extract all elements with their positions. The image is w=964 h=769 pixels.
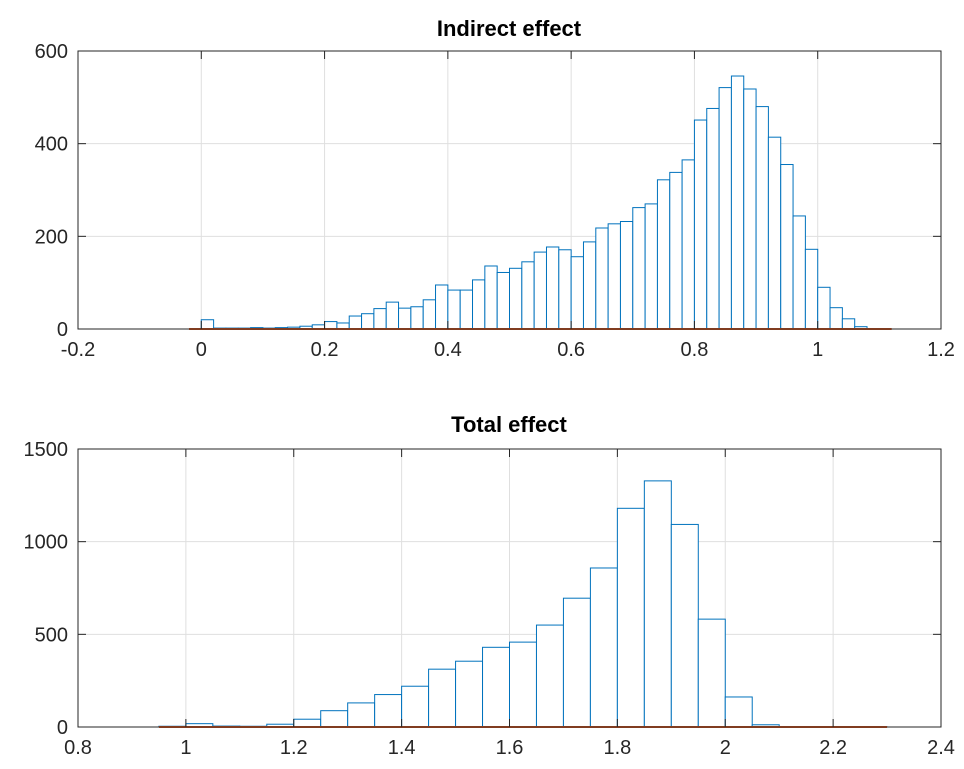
histogram-bar bbox=[428, 668, 457, 728]
y-tick-label: 200 bbox=[35, 226, 68, 248]
x-tick-label: -0.2 bbox=[61, 339, 95, 361]
histogram-bar bbox=[347, 702, 376, 728]
x-tick-label: 0.2 bbox=[311, 339, 339, 361]
histogram-bar bbox=[401, 685, 430, 728]
histogram-bar bbox=[361, 313, 375, 330]
histogram-bar bbox=[385, 301, 400, 330]
x-tick-label: 1.8 bbox=[603, 737, 631, 759]
histogram-bar bbox=[562, 597, 591, 728]
histogram-bars bbox=[200, 75, 880, 330]
histogram-bar bbox=[422, 299, 437, 330]
histogram-bar bbox=[616, 507, 645, 728]
histogram-bar bbox=[730, 75, 745, 330]
histogram-bar bbox=[755, 106, 769, 330]
histogram-bar bbox=[644, 203, 658, 330]
histogram-bar bbox=[693, 119, 708, 330]
histogram-bar bbox=[293, 718, 322, 728]
x-tick-label: 2 bbox=[720, 737, 731, 759]
histogram-bar bbox=[792, 215, 806, 330]
histogram-bar bbox=[435, 284, 449, 330]
x-tick-label: 1.2 bbox=[927, 339, 955, 361]
histogram-bar bbox=[841, 318, 856, 330]
histogram-bar bbox=[589, 567, 618, 728]
histogram-bar bbox=[681, 159, 695, 330]
x-tick-label: 2.2 bbox=[819, 737, 847, 759]
indirect-effect-chart: Indirect effect -0.2 0 0.2 0.4 0.6 0.8 1 1.2020… bbox=[35, 16, 955, 361]
chart-title: Total effect bbox=[451, 412, 567, 437]
histogram-bar bbox=[509, 641, 537, 728]
ticks: 0.8 1 1.2 1.4 1.6 1.8 2 2.2 2.4 0 500 1000 1500 bbox=[24, 439, 955, 759]
histogram-bar bbox=[374, 694, 403, 728]
histogram-bar bbox=[324, 321, 338, 330]
y-tick-label: 600 bbox=[35, 41, 68, 63]
x-tick-label: 1.4 bbox=[388, 737, 416, 759]
histogram-bar bbox=[496, 271, 510, 330]
histogram-bar bbox=[643, 480, 672, 728]
histogram-bar bbox=[669, 171, 683, 330]
x-tick-label: 0 bbox=[196, 339, 207, 361]
histogram-bar bbox=[706, 107, 720, 330]
histogram-bar bbox=[459, 289, 474, 330]
histogram-bar bbox=[521, 261, 535, 330]
histogram-bar bbox=[570, 256, 584, 330]
y-tick-label: 500 bbox=[35, 624, 68, 646]
histogram-bar bbox=[582, 241, 597, 330]
histogram-bar bbox=[632, 207, 646, 330]
x-tick-label: 2.4 bbox=[927, 737, 955, 759]
histogram-bar bbox=[619, 221, 634, 330]
histogram-bar bbox=[320, 710, 349, 728]
x-tick-label: 1.6 bbox=[496, 737, 524, 759]
y-tick-label: 1000 bbox=[24, 532, 69, 554]
axes-box-frame bbox=[77, 50, 942, 330]
histogram-bar bbox=[545, 246, 560, 330]
histogram-bar bbox=[595, 227, 609, 330]
histogram-bar bbox=[455, 660, 484, 728]
y-tick-label: 0 bbox=[57, 717, 68, 739]
histogram-bar bbox=[817, 286, 831, 330]
total-effect-chart: Total effect 0.8 1 1.2 1.4 1.6 1.8 2 2.2 2.4 0 500… bbox=[24, 412, 955, 759]
histogram-bar bbox=[743, 88, 757, 330]
x-tick-label: 0.8 bbox=[64, 737, 92, 759]
y-tick-label: 1500 bbox=[24, 439, 69, 461]
histogram-bar bbox=[780, 164, 794, 330]
histogram-bar bbox=[472, 279, 486, 330]
x-tick-label: 0.8 bbox=[681, 339, 709, 361]
y-tick-label: 0 bbox=[57, 319, 68, 341]
histogram-bar bbox=[697, 618, 726, 728]
x-tick-label: 1 bbox=[812, 339, 823, 361]
histogram-bar bbox=[607, 223, 621, 330]
axes-box bbox=[77, 50, 942, 330]
histogram-bar bbox=[724, 696, 753, 728]
histogram-bar bbox=[829, 307, 843, 330]
histogram-bar bbox=[718, 87, 732, 330]
x-tick-label: 0.6 bbox=[557, 339, 585, 361]
histogram-bar bbox=[558, 249, 572, 330]
histogram-bar bbox=[410, 306, 424, 330]
histogram-bar bbox=[767, 136, 782, 330]
histogram-bar bbox=[373, 308, 387, 330]
histogram-bar bbox=[398, 307, 412, 330]
histogram-bar bbox=[447, 289, 461, 330]
histogram-bar bbox=[670, 523, 699, 728]
y-tick-label: 400 bbox=[35, 134, 68, 156]
histogram-bar bbox=[533, 251, 547, 330]
histogram-bar bbox=[348, 315, 363, 330]
x-tick-label: 1.2 bbox=[280, 737, 308, 759]
x-tick-label: 0.4 bbox=[434, 339, 462, 361]
histogram-bar bbox=[656, 179, 671, 330]
histogram-bar bbox=[509, 267, 523, 330]
chart-title: Indirect effect bbox=[437, 16, 582, 41]
histogram-bar bbox=[200, 319, 215, 330]
x-tick-label: 1 bbox=[180, 737, 191, 759]
histogram-bar bbox=[482, 646, 510, 728]
histogram-bar bbox=[535, 624, 564, 728]
histogram-bars bbox=[158, 480, 888, 728]
histogram-bar bbox=[484, 265, 498, 330]
histogram-bar bbox=[804, 248, 819, 330]
